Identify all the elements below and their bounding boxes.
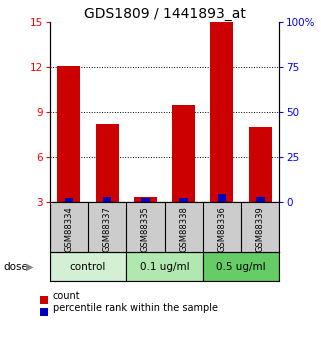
Text: 0.5 ug/ml: 0.5 ug/ml — [216, 262, 266, 272]
Bar — [211, 22, 233, 202]
Text: percentile rank within the sample: percentile rank within the sample — [53, 303, 218, 313]
Text: GSM88336: GSM88336 — [217, 206, 226, 252]
Bar — [218, 194, 226, 202]
Bar — [96, 124, 119, 202]
Bar — [57, 66, 80, 202]
Text: ▶: ▶ — [26, 262, 33, 272]
Bar — [126, 252, 203, 281]
Text: GSM88338: GSM88338 — [179, 206, 188, 252]
Text: GSM88335: GSM88335 — [141, 206, 150, 252]
Bar — [134, 197, 157, 202]
Bar — [249, 127, 272, 202]
Bar — [179, 198, 188, 202]
Text: GSM88334: GSM88334 — [65, 206, 74, 252]
Title: GDS1809 / 1441893_at: GDS1809 / 1441893_at — [83, 7, 246, 21]
Bar — [65, 198, 73, 202]
Bar — [172, 105, 195, 202]
Bar — [256, 197, 265, 202]
Text: count: count — [53, 291, 81, 300]
Text: GSM88339: GSM88339 — [256, 206, 265, 252]
Bar — [141, 198, 150, 202]
Bar — [103, 197, 111, 202]
Text: 0.1 ug/ml: 0.1 ug/ml — [140, 262, 189, 272]
Text: GSM88337: GSM88337 — [103, 206, 112, 252]
Bar — [50, 252, 126, 281]
Bar — [203, 252, 279, 281]
Text: dose: dose — [3, 262, 28, 272]
Text: control: control — [70, 262, 106, 272]
